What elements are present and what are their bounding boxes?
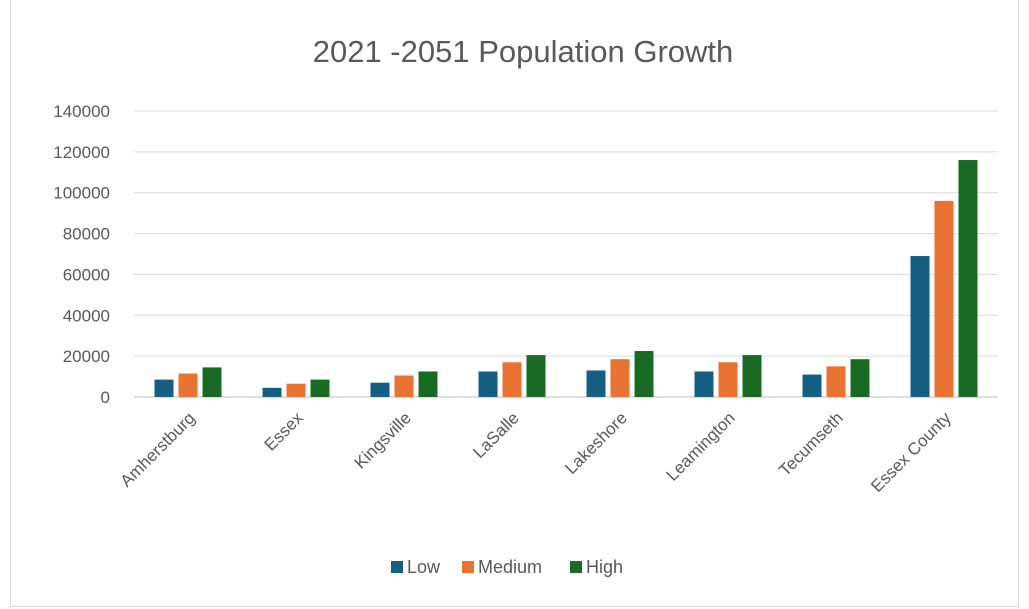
- x-category-label: Leamington: [663, 408, 739, 484]
- bar-low-amherstburg: [154, 379, 174, 397]
- bar-medium-kingsville: [394, 375, 414, 397]
- y-tick-label: 80000: [63, 225, 110, 244]
- bar-high-amherstburg: [202, 367, 222, 397]
- gridlines: [134, 110, 998, 398]
- bar-high-lakeshore: [634, 351, 654, 397]
- bar-low-lakeshore: [586, 370, 606, 397]
- y-tick-label: 100000: [53, 184, 110, 203]
- legend-label-low: Low: [407, 557, 441, 577]
- bar-medium-lakeshore: [610, 359, 630, 397]
- x-category-label: Essex County: [867, 408, 955, 496]
- bar-medium-essex: [286, 383, 306, 397]
- bar-medium-leamington: [718, 362, 738, 397]
- chart-title: 2021 -2051 Population Growth: [313, 34, 734, 69]
- y-tick-label: 140000: [53, 102, 110, 121]
- x-category-label: Kingsville: [351, 408, 415, 472]
- x-category-label: Essex: [261, 408, 308, 455]
- bar-low-leamington: [694, 371, 714, 397]
- bar-medium-tecumseth: [826, 366, 846, 397]
- y-tick-label: 120000: [53, 143, 110, 162]
- legend-swatch-high: [570, 561, 582, 573]
- bar-high-lasalle: [526, 355, 546, 397]
- bars: [154, 160, 978, 397]
- y-tick-label: 0: [101, 388, 110, 407]
- legend: Low Medium High: [391, 557, 623, 577]
- chart-area: [10, 0, 1019, 607]
- bar-medium-amherstburg: [178, 373, 198, 397]
- x-category-label: Amherstburg: [117, 408, 199, 490]
- bar-high-kingsville: [418, 371, 438, 397]
- legend-swatch-medium: [462, 561, 474, 573]
- x-axis-category-labels: Amherstburg Essex Kingsville LaSalle Lakesho…: [117, 408, 956, 496]
- y-axis-tick-labels: 0 20000 40000 60000 80000 100000 120000 140000: [53, 102, 110, 407]
- y-tick-label: 20000: [63, 347, 110, 366]
- legend-label-high: High: [586, 557, 623, 577]
- x-category-label: LaSalle: [469, 408, 523, 462]
- y-tick-label: 60000: [63, 265, 110, 284]
- bar-low-tecumseth: [802, 374, 822, 397]
- x-category-label: Tecumseth: [775, 408, 847, 480]
- bar-low-kingsville: [370, 382, 390, 397]
- bar-low-essex-county: [910, 256, 930, 397]
- bar-low-lasalle: [478, 371, 498, 397]
- legend-label-medium: Medium: [478, 557, 542, 577]
- bar-medium-lasalle: [502, 362, 522, 397]
- bar-high-leamington: [742, 355, 762, 397]
- x-category-label: Lakeshore: [561, 408, 631, 478]
- legend-swatch-low: [391, 561, 403, 573]
- bar-medium-essex-county: [934, 200, 954, 397]
- y-tick-label: 40000: [63, 306, 110, 325]
- bar-low-essex: [262, 387, 282, 397]
- bar-high-essex-county: [958, 160, 978, 397]
- bar-high-tecumseth: [850, 359, 870, 397]
- bar-high-essex: [310, 379, 330, 397]
